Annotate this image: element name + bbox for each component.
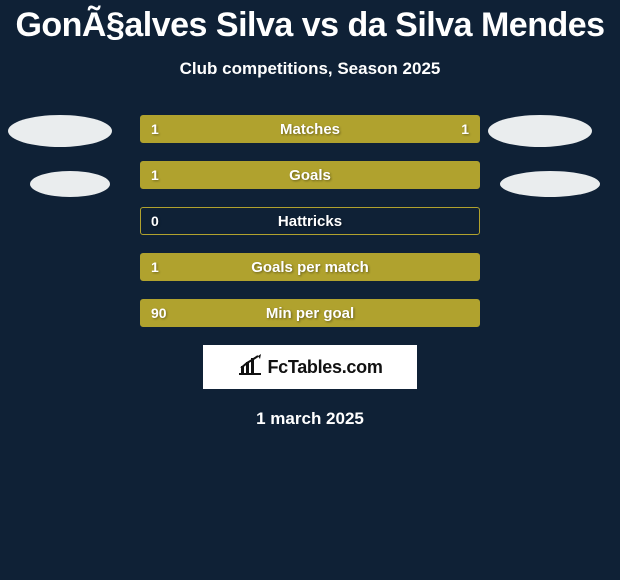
club-badge-ellipse [500,171,600,197]
bar-fill-left [141,162,479,188]
stat-bars: 11Matches1Goals0Hattricks1Goals per matc… [140,115,480,327]
club-badge-ellipse [8,115,112,147]
comparison-stage: 11Matches1Goals0Hattricks1Goals per matc… [0,115,620,327]
bar-fill-left [141,254,479,280]
stat-row: 0Hattricks [140,207,480,235]
logo-inner: FcTables.com [237,354,382,381]
stat-value-left: 1 [151,162,159,188]
chart-icon [237,354,263,381]
stat-value-right: 1 [461,116,469,142]
bar-fill-right [310,116,479,142]
stat-label: Hattricks [141,208,479,234]
stat-row: 1Goals [140,161,480,189]
stat-value-left: 0 [151,208,159,234]
stat-value-left: 1 [151,254,159,280]
stat-value-left: 1 [151,116,159,142]
footer-date: 1 march 2025 [0,409,620,429]
page-subtitle: Club competitions, Season 2025 [0,59,620,79]
page-title: GonÃ§alves Silva vs da Silva Mendes [0,0,620,45]
stat-value-left: 90 [151,300,167,326]
club-badge-ellipse [30,171,110,197]
stat-row: 90Min per goal [140,299,480,327]
stat-row: 1Goals per match [140,253,480,281]
bar-fill-left [141,116,310,142]
bar-fill-left [141,300,479,326]
stat-row: 11Matches [140,115,480,143]
logo-box: FcTables.com [203,345,417,389]
club-badge-ellipse [488,115,592,147]
logo-text: FcTables.com [267,357,382,378]
